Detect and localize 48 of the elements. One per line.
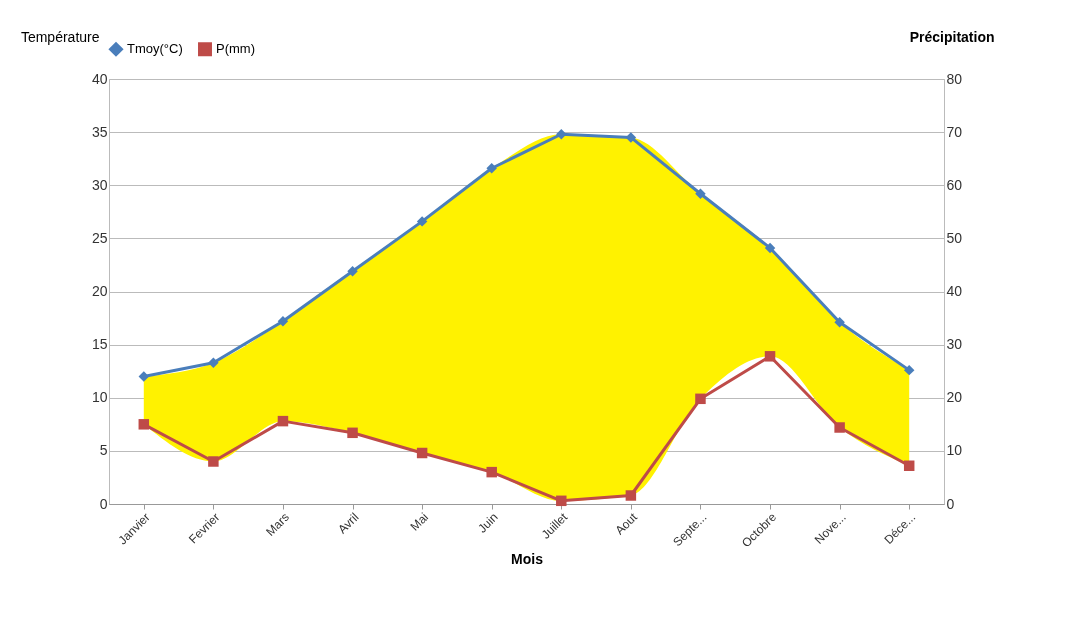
y2-tick-label: 30 [946, 336, 963, 353]
point [347, 266, 358, 277]
y-tick-label: 25 [91, 229, 108, 246]
point [834, 422, 845, 433]
point [556, 495, 567, 507]
point [277, 415, 289, 427]
y-tick-label: 15 [91, 336, 108, 353]
y-tick-label: 35 [91, 123, 108, 140]
y-axis-title: Température [20, 28, 100, 45]
y2-tick-label: 70 [946, 123, 963, 140]
y2-tick-label: 20 [946, 389, 963, 406]
y-tick-label: 20 [91, 283, 108, 299]
point [625, 490, 637, 501]
y2-tick-label: 40 [946, 283, 963, 299]
y-tick-label: 5 [99, 442, 108, 459]
y2-tick-label: 10 [946, 442, 963, 459]
point [764, 351, 776, 362]
point [208, 357, 219, 368]
x-tick-label: Mai [407, 510, 432, 534]
point [208, 456, 219, 467]
point [486, 163, 497, 174]
point [903, 364, 915, 376]
point [277, 316, 289, 327]
y-tick-label: 10 [91, 389, 108, 406]
point [486, 466, 497, 478]
legend-label: P(mm) [216, 41, 255, 57]
point [416, 216, 428, 227]
y-tick-label: 30 [91, 176, 108, 193]
point [764, 242, 776, 254]
point [625, 132, 637, 143]
point [903, 460, 915, 471]
legend-label: Tmoy(°C) [127, 41, 183, 57]
point [416, 447, 428, 459]
y-tick-label: 40 [91, 70, 108, 87]
point [347, 427, 358, 439]
y-tick-label: 0 [99, 495, 108, 512]
x-axis-title: Mois [511, 551, 544, 568]
y2-tick-label: 60 [946, 176, 963, 193]
point [138, 419, 150, 430]
y2-tick-label: 80 [946, 70, 963, 87]
point [138, 371, 150, 382]
y2-tick-label: 0 [946, 495, 955, 512]
point [695, 188, 706, 199]
y2-tick-label: 50 [946, 229, 963, 246]
point [695, 393, 706, 405]
x-tick-label: Juin [475, 510, 501, 536]
point [834, 317, 845, 328]
y2-axis-title: Précipitation [909, 28, 995, 45]
